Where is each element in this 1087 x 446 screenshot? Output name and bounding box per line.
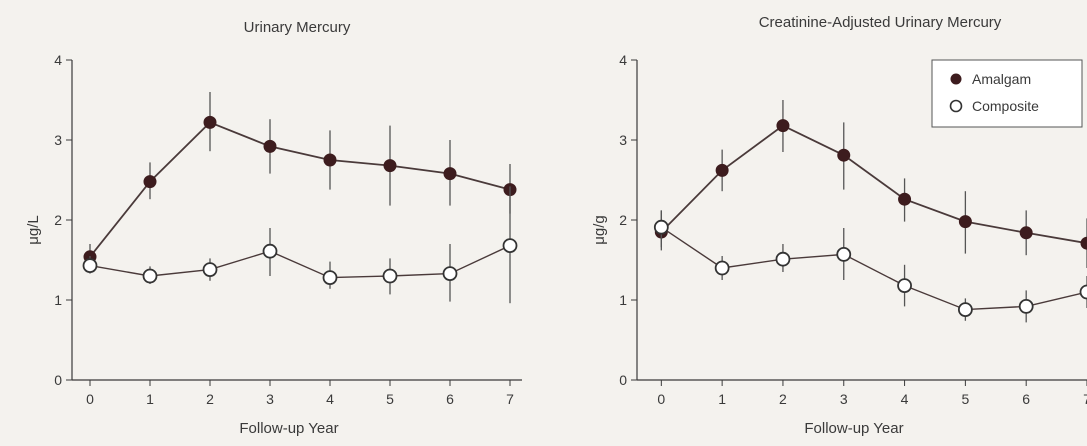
data-point [264, 245, 277, 258]
data-point [716, 262, 729, 275]
x-axis-label: Follow-up Year [804, 420, 903, 437]
x-tick-label: 3 [266, 391, 274, 407]
data-point [144, 270, 157, 283]
series-open [84, 186, 517, 303]
series-composite [655, 210, 1087, 322]
data-point [898, 279, 911, 292]
data-point [324, 271, 337, 284]
series-line [90, 122, 510, 256]
data-point [837, 248, 850, 261]
legend-label: Amalgam [972, 71, 1031, 87]
x-tick-label: 7 [1083, 391, 1087, 407]
series-filled [84, 92, 516, 265]
data-point [204, 263, 217, 276]
x-tick-label: 5 [386, 391, 394, 407]
data-point [1081, 237, 1087, 249]
x-tick-label: 2 [206, 391, 214, 407]
data-point [384, 270, 397, 283]
x-tick-label: 5 [961, 391, 969, 407]
chart-title: Urinary Mercury [244, 19, 351, 36]
data-point [324, 154, 336, 166]
data-point [1020, 227, 1032, 239]
y-tick-label: 1 [54, 292, 62, 308]
legend-label: Composite [972, 98, 1039, 114]
chart-panel-2: Creatinine-Adjusted Urinary Mercury 0 1 2 3 4… [591, 14, 1087, 437]
data-point [204, 116, 216, 128]
data-point [959, 303, 972, 316]
chart-panel-1: Urinary Mercury 0 1 2 3 4 0 1 2 3 4 5 6 7 Follow-up Ye… [25, 19, 522, 437]
y-tick-label: 2 [619, 212, 627, 228]
x-axis-label: Follow-up Year [239, 420, 338, 437]
y-tick-label: 3 [54, 132, 62, 148]
y-tick-label: 2 [54, 212, 62, 228]
y-tick-label: 3 [619, 132, 627, 148]
legend: Amalgam Composite [932, 60, 1082, 127]
y-tick-label: 1 [619, 292, 627, 308]
y-tick-label: 4 [619, 52, 627, 68]
data-point [716, 164, 728, 176]
data-point [264, 140, 276, 152]
data-point [144, 176, 156, 188]
data-point [504, 239, 517, 252]
x-tick-label: 4 [326, 391, 334, 407]
data-point [655, 221, 668, 234]
legend-marker-filled [951, 74, 962, 85]
data-point [444, 168, 456, 180]
data-point [838, 149, 850, 161]
x-tick-label: 1 [718, 391, 726, 407]
x-tick-label: 0 [657, 391, 665, 407]
x-tick-label: 6 [446, 391, 454, 407]
x-tick-label: 0 [86, 391, 94, 407]
data-point [899, 193, 911, 205]
chart-title: Creatinine-Adjusted Urinary Mercury [759, 14, 1002, 31]
data-point [384, 160, 396, 172]
y-axis-label: μg/g [591, 215, 608, 245]
y-tick-label: 0 [54, 372, 62, 388]
x-tick-label: 4 [901, 391, 909, 407]
data-point [777, 120, 789, 132]
x-tick-label: 1 [146, 391, 154, 407]
x-tick-label: 6 [1022, 391, 1030, 407]
x-tick-label: 3 [840, 391, 848, 407]
data-point [444, 267, 457, 280]
x-tick-label: 7 [506, 391, 514, 407]
y-tick-label: 0 [619, 372, 627, 388]
data-point [959, 216, 971, 228]
data-point [776, 253, 789, 266]
y-tick-label: 4 [54, 52, 62, 68]
y-axis-label: μg/L [25, 215, 42, 245]
legend-marker-open [951, 101, 962, 112]
data-point [1081, 286, 1087, 299]
data-point [1020, 300, 1033, 313]
series-line [661, 126, 1087, 244]
data-point [84, 259, 97, 272]
x-tick-label: 2 [779, 391, 787, 407]
